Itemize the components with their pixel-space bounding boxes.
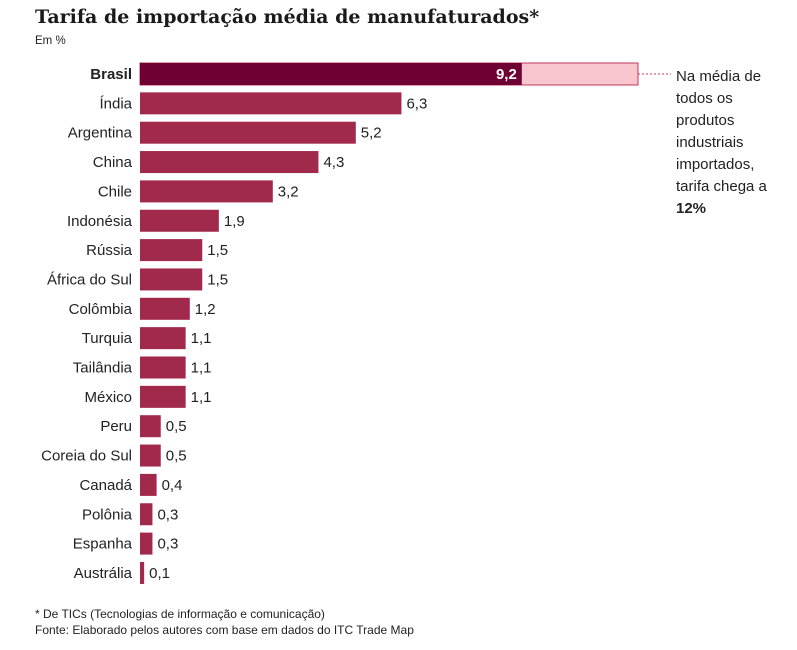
bar-india	[140, 92, 402, 115]
category-label-china: China	[93, 154, 133, 171]
bar-turquia	[140, 327, 186, 350]
value-label-chile: 3,2	[278, 183, 299, 200]
bar-coreia-do-sul	[140, 444, 161, 467]
category-label-india: Índia	[99, 95, 132, 112]
bar-peru	[140, 415, 161, 438]
value-label-espanha: 0,3	[157, 536, 178, 553]
value-label-tailandia: 1,1	[191, 360, 212, 377]
category-label-colombia: Colômbia	[69, 301, 133, 318]
bar-australia	[140, 561, 145, 584]
bar-brasil	[140, 63, 522, 85]
category-label-argentina: Argentina	[68, 125, 133, 142]
value-label-africa-do-sul: 1,5	[207, 271, 228, 288]
category-label-chile: Chile	[98, 183, 132, 200]
value-label-coreia-do-sul: 0,5	[166, 448, 187, 465]
category-label-australia: Austrália	[74, 565, 133, 582]
bar-indonesia	[140, 209, 219, 232]
category-label-brasil: Brasil	[90, 66, 132, 83]
bar-russia	[140, 239, 203, 262]
bar-tailandia	[140, 356, 186, 379]
bar-africa-do-sul	[140, 268, 203, 291]
value-label-colombia: 1,2	[195, 301, 216, 318]
value-label-turquia: 1,1	[191, 330, 212, 347]
value-label-indonesia: 1,9	[224, 213, 245, 230]
chart-subtitle: Em %	[35, 35, 66, 47]
bar-mexico	[140, 385, 186, 408]
value-label-peru: 0,5	[166, 418, 187, 435]
value-label-australia: 0,1	[149, 565, 170, 582]
category-label-turquia: Turquia	[82, 330, 133, 347]
category-label-indonesia: Indonésia	[67, 213, 133, 230]
category-label-africa-do-sul: África do Sul	[47, 271, 132, 288]
annotation-highlight: 12%	[676, 200, 707, 217]
bar-canada	[140, 473, 157, 496]
bar-chile	[140, 180, 273, 203]
value-label-canada: 0,4	[162, 477, 183, 494]
chart-title: Tarifa de importação média de manufatura…	[35, 6, 540, 28]
value-label-india: 6,3	[406, 95, 427, 112]
value-label-mexico: 1,1	[191, 389, 212, 406]
annotation: Na média de todos os produtos industriai…	[676, 66, 776, 220]
bar-argentina	[140, 121, 356, 144]
category-label-coreia-do-sul: Coreia do Sul	[41, 448, 132, 465]
annotation-text: Na média de todos os produtos industriai…	[676, 68, 767, 195]
category-label-polonia: Polônia	[82, 506, 133, 523]
category-label-peru: Peru	[100, 418, 132, 435]
category-label-tailandia: Tailândia	[73, 360, 133, 377]
value-label-argentina: 5,2	[361, 125, 382, 142]
value-label-brasil: 9,2	[496, 66, 517, 83]
value-label-polonia: 0,3	[157, 506, 178, 523]
bar-china	[140, 151, 319, 174]
bar-colombia	[140, 297, 190, 320]
footnote-source: Fonte: Elaborado pelos autores com base …	[35, 623, 414, 637]
value-label-china: 4,3	[323, 154, 344, 171]
bar-espanha	[140, 532, 153, 555]
category-label-mexico: México	[84, 389, 132, 406]
bar-polonia	[140, 503, 153, 526]
footnote-note: * De TICs (Tecnologias de informação e c…	[35, 607, 325, 621]
category-label-russia: Rússia	[86, 242, 133, 259]
category-label-espanha: Espanha	[73, 536, 133, 553]
footnote: * De TICs (Tecnologias de informação e c…	[35, 606, 414, 638]
value-label-russia: 1,5	[207, 242, 228, 259]
category-label-canada: Canadá	[79, 477, 132, 494]
